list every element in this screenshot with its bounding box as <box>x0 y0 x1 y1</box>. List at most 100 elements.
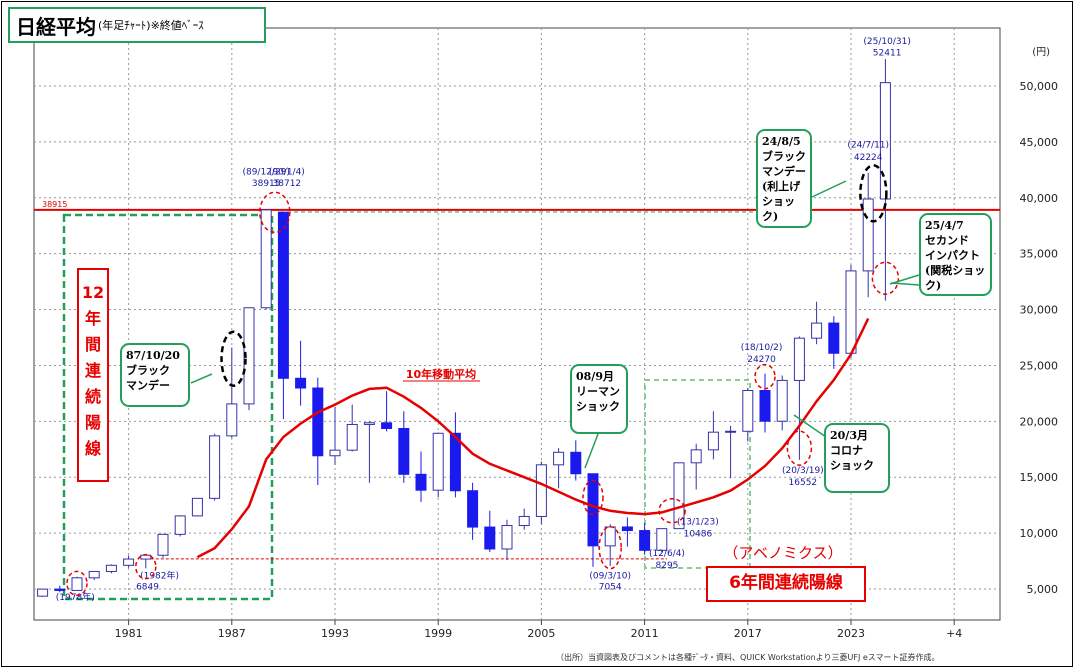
abenomics-label: （アベノミクス） <box>723 544 842 562</box>
candle-body <box>707 431 719 451</box>
annotation-second-impact: 25/4/7 セカンド インパクト (関税ショック) <box>919 213 992 296</box>
value-label: (09/3/10) <box>589 571 631 581</box>
candle-body <box>484 526 496 550</box>
candle-body <box>604 526 616 547</box>
highlight-circle <box>754 363 776 390</box>
candle-body <box>88 570 100 579</box>
highlight-circle <box>871 261 900 296</box>
candle-body <box>828 322 840 354</box>
value-label: (12/6/4) <box>649 549 685 559</box>
chart-subtitle: (年足ﾁｬｰﾄ)※終値ﾍﾞｰｽ <box>98 19 204 32</box>
x-tick-label: 1993 <box>321 627 349 640</box>
value-label: (89/12/29) <box>242 167 289 177</box>
candle-body <box>209 435 221 499</box>
plot-area <box>33 27 1001 621</box>
six-year-run-box <box>644 379 751 569</box>
candle-body <box>518 515 530 527</box>
y-tick-label: 10,000 <box>1020 527 1059 540</box>
x-tick-label: 2023 <box>837 627 865 640</box>
y-tick-label: 25,000 <box>1020 359 1059 372</box>
highlight-circle <box>66 570 88 597</box>
x-tick-label: 1999 <box>424 627 452 640</box>
value-label: 38915 <box>252 179 281 189</box>
candle-body <box>174 515 186 535</box>
highlight-circle <box>658 498 686 524</box>
candle-body <box>226 403 238 437</box>
candle-body <box>381 422 393 429</box>
candle-body <box>690 449 702 464</box>
candle-body <box>725 430 737 433</box>
highlight-circle <box>598 525 622 570</box>
source-footnote: （出所）当資図表及びコメントは各種ﾃﾞｰﾀ・資料、QUICK Workstati… <box>556 653 940 662</box>
annotation-black-monday-1987: 87/10/20 ブラック マンデー <box>120 343 190 407</box>
candle-body <box>157 533 169 556</box>
value-label: (24/7/11) <box>847 140 889 150</box>
value-label: (1982年) <box>140 569 179 581</box>
callout-pointer <box>793 414 827 438</box>
candle-body <box>191 497 203 517</box>
y-tick-label: 20,000 <box>1020 415 1059 428</box>
value-label: 38712 <box>273 179 302 189</box>
candle-body <box>467 490 479 528</box>
candle-body <box>501 525 513 550</box>
candle-body <box>71 577 83 591</box>
candle-body <box>363 422 375 425</box>
candle-body <box>346 423 358 451</box>
annotation-lehman-shock: 08/9月 リーマン ショック <box>570 364 628 434</box>
chart-title-box: 日経平均 (年足ﾁｬｰﾄ)※終値ﾍﾞｰｽ <box>8 7 266 43</box>
x-tick-label: 2005 <box>527 627 555 640</box>
value-label: 16552 <box>789 478 818 488</box>
candle-body <box>759 389 771 422</box>
callout-pointer <box>811 180 847 198</box>
candle-body <box>776 379 788 422</box>
candle-body <box>553 451 565 466</box>
y-tick-label: 40,000 <box>1020 192 1059 205</box>
six-year-bull-label: 6年間連続陽線 <box>706 566 866 602</box>
candle-body <box>295 377 307 389</box>
y-tick-label: 5,000 <box>1027 583 1059 596</box>
twelve-year-bull-label: 12年間連続陽線 <box>77 268 109 482</box>
highlight-circle <box>582 479 604 516</box>
x-tick-label: 1981 <box>115 627 143 640</box>
y-tick-label: 45,000 <box>1020 136 1059 149</box>
moving-average-line <box>196 317 870 559</box>
candle-body <box>570 451 582 475</box>
y-tick-label: 15,000 <box>1020 471 1059 484</box>
value-label: 10486 <box>684 529 713 539</box>
annotation-corona-shock: 20/3月 コロナ ショック <box>824 423 890 493</box>
candle-body <box>449 432 461 492</box>
callout-pointer <box>890 282 920 286</box>
candle-body <box>398 427 410 475</box>
black-monday-2024-circle <box>859 164 888 223</box>
twelve-year-run-box <box>62 213 274 601</box>
candle-body <box>243 307 255 405</box>
value-label: 8295 <box>656 561 679 571</box>
value-label: 6849 <box>136 583 159 593</box>
y-tick-label: 35,000 <box>1020 248 1059 261</box>
y-tick-label: 30,000 <box>1020 304 1059 317</box>
callout-pointer <box>889 274 920 285</box>
candle-body <box>587 473 599 547</box>
candle-body <box>656 528 668 551</box>
candle-body <box>432 432 444 491</box>
value-label: (90/1/4) <box>269 167 305 177</box>
y-tick-label: 50,000 <box>1020 80 1059 93</box>
chart-title: 日経平均 <box>16 14 96 39</box>
candle-body <box>105 564 117 572</box>
candle-body <box>54 588 66 591</box>
candle-body <box>415 473 427 491</box>
value-label: 52411 <box>873 48 902 58</box>
annotation-black-monday-2024: 24/8/5 ブラック マンデー (利上げ ショック) <box>756 129 812 228</box>
highlight-circle <box>259 191 291 234</box>
x-tick-label: 2017 <box>734 627 762 640</box>
x-tick-label: 1987 <box>218 627 246 640</box>
candle-body <box>140 554 152 560</box>
candle-body <box>639 530 651 551</box>
value-label: (18/10/2) <box>741 343 783 353</box>
candle-body <box>621 526 633 532</box>
value-label: 42224 <box>854 153 883 163</box>
value-label: (1978年) <box>56 591 95 603</box>
callout-pointer <box>190 373 213 384</box>
candle-body <box>277 211 289 379</box>
